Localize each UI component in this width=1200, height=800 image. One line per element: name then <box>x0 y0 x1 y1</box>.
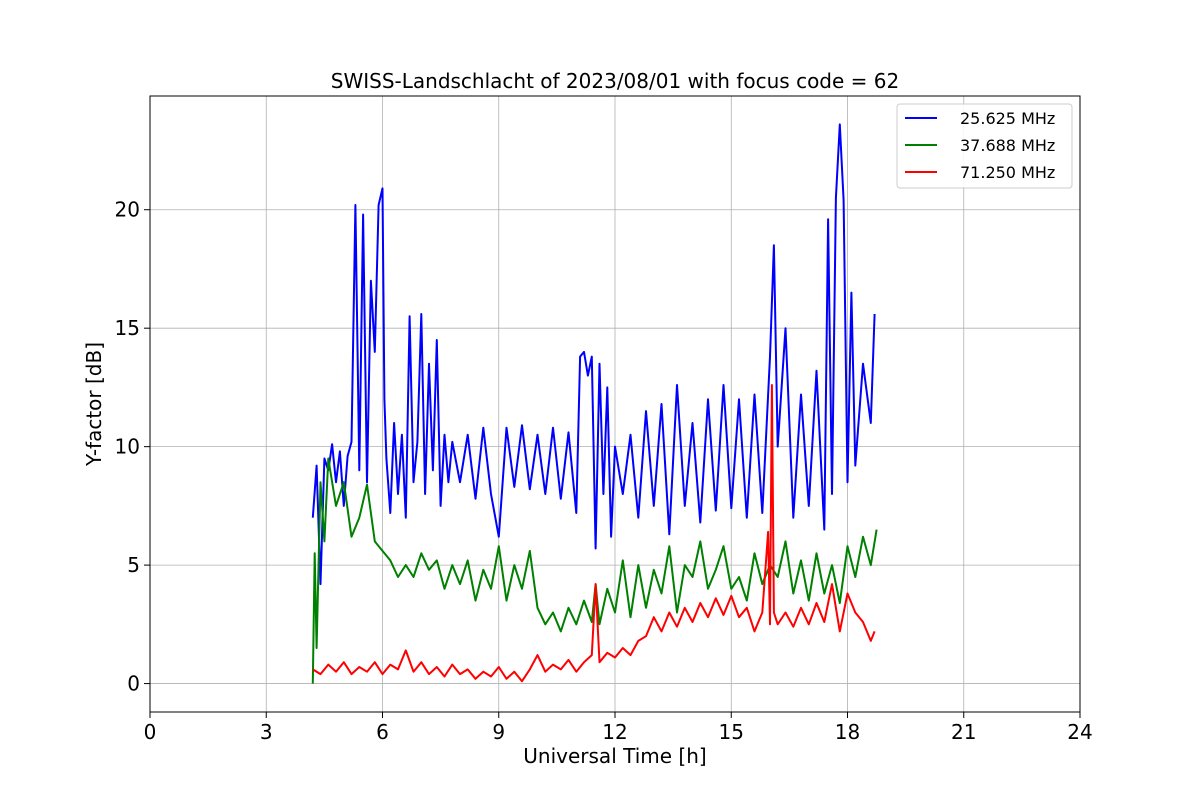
y-axis-label: Y-factor [dB] <box>82 342 106 467</box>
y-tick-label: 5 <box>127 553 140 577</box>
x-tick-label: 15 <box>719 720 744 744</box>
grid <box>149 96 1081 712</box>
series-lines <box>311 123 878 684</box>
series-line-3 <box>312 384 876 683</box>
legend-label: 25.625 MHz <box>960 109 1055 128</box>
x-tick-label: 6 <box>376 720 389 744</box>
legend-label: 71.250 MHz <box>960 163 1055 182</box>
y-tick-label: 10 <box>115 435 140 459</box>
legend: 25.625 MHz 37.688 MHz 71.250 MHz <box>896 103 1073 189</box>
axis-ticks: 0 3 6 9 12 15 18 21 24 0 5 10 15 20 <box>115 198 1093 744</box>
x-tick-label: 9 <box>492 720 505 744</box>
legend-label: 37.688 MHz <box>960 136 1055 155</box>
series-line-2 <box>311 457 878 684</box>
x-tick-label: 12 <box>602 720 627 744</box>
y-tick-label: 15 <box>115 316 140 340</box>
series-line-1 <box>311 123 876 586</box>
x-tick-label: 0 <box>144 720 157 744</box>
x-tick-label: 21 <box>951 720 976 744</box>
y-tick-label: 0 <box>127 672 140 696</box>
legend-box <box>896 103 1073 189</box>
chart-title: SWISS-Landschlacht of 2023/08/01 with fo… <box>331 69 899 93</box>
x-tick-label: 3 <box>260 720 273 744</box>
x-tick-label: 18 <box>835 720 860 744</box>
x-tick-label: 24 <box>1067 720 1092 744</box>
x-axis-label: Universal Time [h] <box>523 744 706 768</box>
y-tick-label: 20 <box>115 198 140 222</box>
